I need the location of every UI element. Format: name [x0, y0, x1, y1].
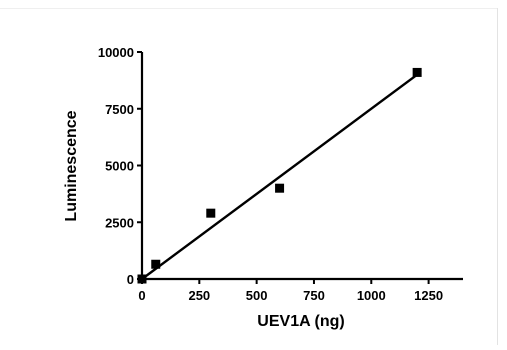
- frame-border-right: [497, 8, 498, 345]
- y-tick-label: 2500: [105, 215, 134, 230]
- axes: [140, 52, 463, 281]
- frame-border-top: [0, 8, 498, 9]
- y-tick-label: 0: [127, 272, 134, 287]
- y-tick-label: 5000: [105, 159, 134, 174]
- x-tick-label: 1000: [357, 288, 386, 303]
- data-point: [275, 183, 285, 193]
- x-tick-label: 0: [138, 288, 145, 303]
- data-point: [151, 259, 161, 269]
- y-tick-label: 10000: [98, 45, 134, 60]
- y-tick-label: 7500: [105, 102, 134, 117]
- data-point: [412, 67, 422, 77]
- fit-line-group: [141, 73, 418, 280]
- x-tick-label: 500: [246, 288, 268, 303]
- ticks: 0 250 500 750 1000 1250 0 2500 5000 7500 10000: [98, 45, 443, 303]
- x-tick-label: 250: [188, 288, 210, 303]
- x-tick-label: 1250: [414, 288, 443, 303]
- y-axis-label: Luminescence: [63, 110, 80, 221]
- x-axis-label: UEV1A (ng): [257, 313, 344, 330]
- data-point: [206, 208, 216, 218]
- data-points: [137, 67, 422, 284]
- x-tick-label: 750: [303, 288, 325, 303]
- data-point: [137, 274, 147, 284]
- fit-line: [141, 73, 418, 280]
